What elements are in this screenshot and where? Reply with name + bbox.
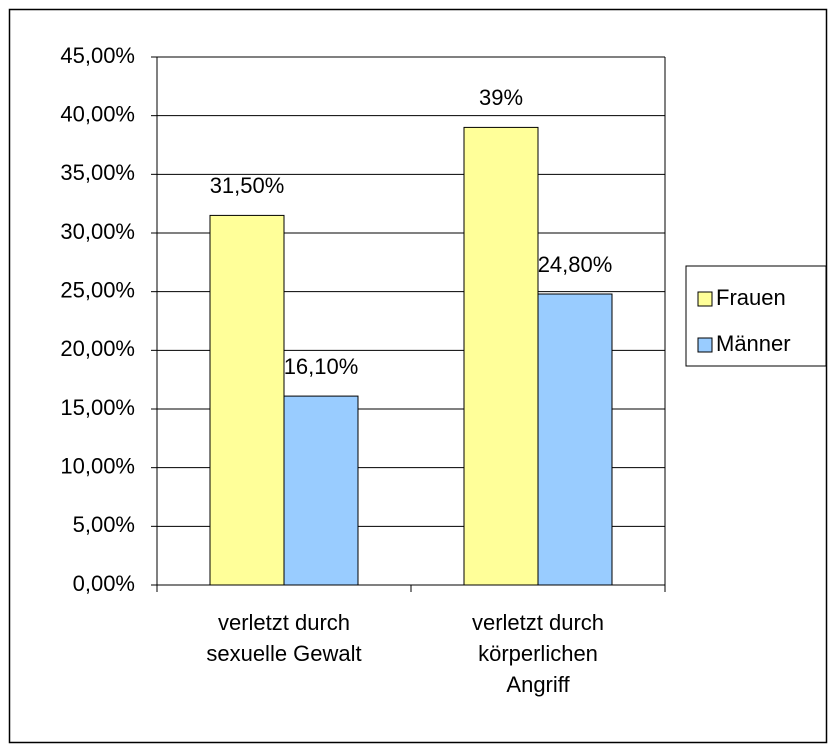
y-tick-label: 30,00% xyxy=(60,219,135,244)
legend-swatch xyxy=(697,291,713,307)
bar xyxy=(283,395,359,586)
data-label: 31,50% xyxy=(210,173,285,198)
x-tick-label-box: verletzt durch körperlichen Angriff xyxy=(471,610,605,697)
legend-swatch xyxy=(697,337,713,353)
y-tick-label: 40,00% xyxy=(60,101,135,126)
bar xyxy=(209,214,285,586)
y-tick-label: 20,00% xyxy=(60,336,135,361)
legend-label: Männer xyxy=(716,331,791,356)
chart-frame xyxy=(8,8,828,744)
data-label: 16,10% xyxy=(284,354,359,379)
x-tick-label-box: verletzt durch sexuelle Gewalt xyxy=(206,610,362,666)
y-tick-label: 10,00% xyxy=(60,453,135,478)
bar xyxy=(537,293,613,586)
legend-label: Frauen xyxy=(716,285,786,310)
x-tick-label: verletzt durch sexuelle Gewalt xyxy=(206,610,362,666)
x-tick-label: verletzt durch körperlichen Angriff xyxy=(471,610,605,697)
data-label: 39% xyxy=(479,85,523,110)
y-tick-label: 25,00% xyxy=(60,277,135,302)
data-label: 24,80% xyxy=(538,252,613,277)
y-tick-label: 5,00% xyxy=(73,512,135,537)
y-tick-label: 0,00% xyxy=(73,571,135,596)
y-tick-label: 15,00% xyxy=(60,395,135,420)
y-tick-label: 35,00% xyxy=(60,160,135,185)
bar xyxy=(463,126,539,586)
y-tick-label: 45,00% xyxy=(60,43,135,68)
